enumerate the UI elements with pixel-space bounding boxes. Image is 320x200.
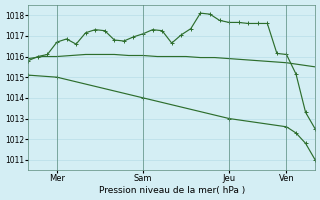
X-axis label: Pression niveau de la mer( hPa ): Pression niveau de la mer( hPa ) [99,186,245,195]
